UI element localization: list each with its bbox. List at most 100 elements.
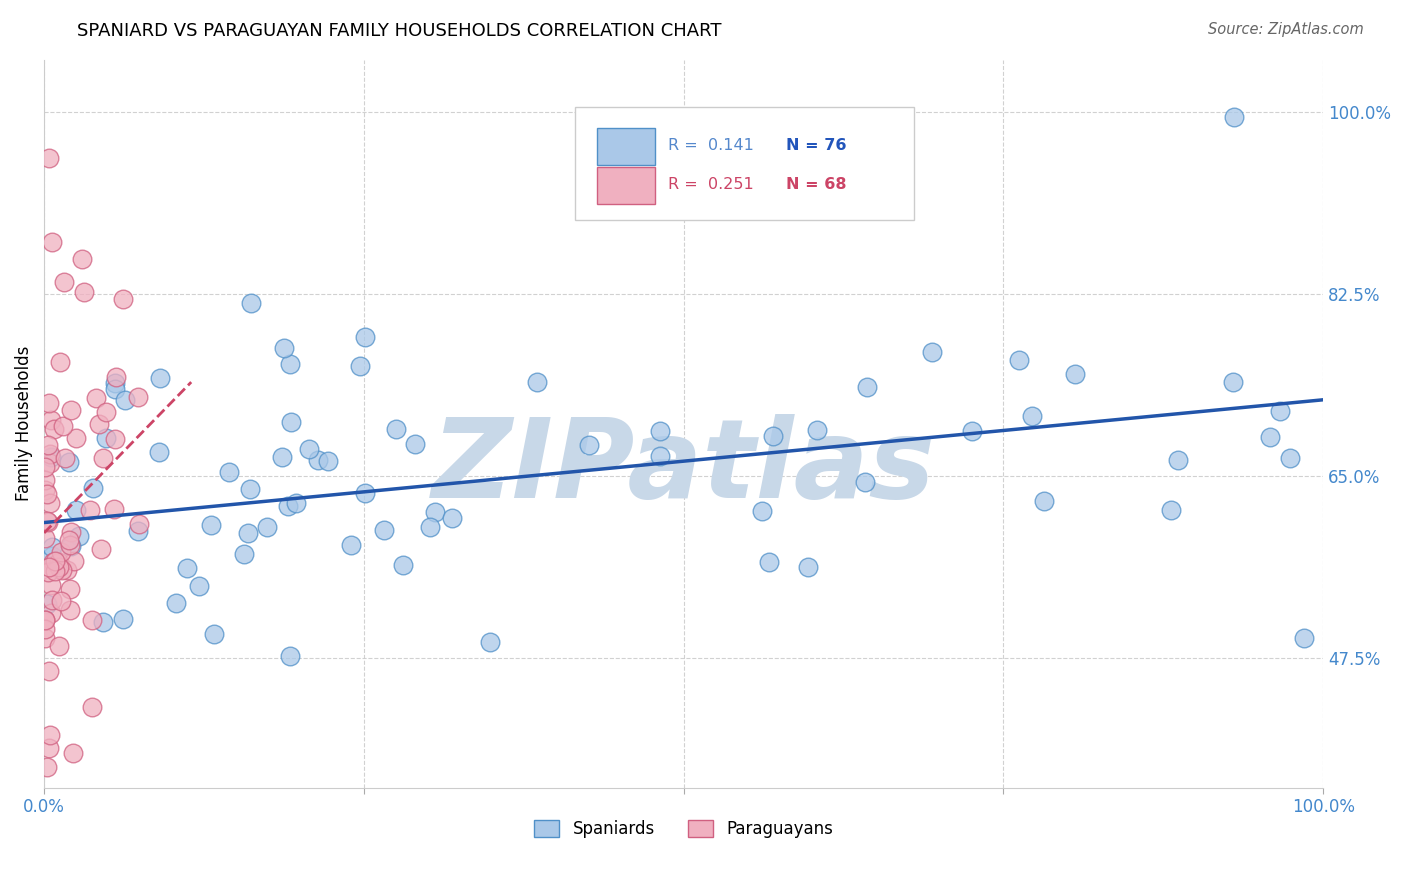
Point bbox=[128, 516, 150, 531]
Point bbox=[1167, 452, 1189, 467]
Point bbox=[35, 597, 58, 611]
Point bbox=[285, 496, 308, 510]
Point bbox=[423, 505, 446, 519]
Point bbox=[392, 558, 415, 572]
Point bbox=[238, 526, 260, 541]
Point bbox=[650, 425, 672, 439]
Point bbox=[127, 390, 149, 404]
Point bbox=[39, 450, 62, 464]
Point bbox=[37, 516, 59, 530]
Point bbox=[34, 613, 56, 627]
Point bbox=[373, 524, 395, 538]
Point bbox=[278, 649, 301, 664]
Point bbox=[63, 554, 86, 568]
Point bbox=[44, 422, 66, 436]
Point bbox=[298, 442, 321, 456]
Point bbox=[41, 540, 63, 554]
Point bbox=[59, 582, 82, 596]
Point bbox=[104, 433, 127, 447]
Point bbox=[127, 524, 149, 538]
Point bbox=[526, 375, 548, 389]
Point bbox=[52, 275, 75, 289]
Point bbox=[962, 425, 984, 439]
Point bbox=[114, 392, 136, 407]
Point bbox=[41, 549, 63, 563]
Point bbox=[176, 561, 198, 575]
Point bbox=[353, 486, 375, 500]
Point bbox=[37, 760, 59, 774]
Point bbox=[354, 330, 377, 344]
Point bbox=[48, 555, 70, 569]
Point bbox=[53, 451, 76, 466]
Point bbox=[39, 447, 62, 461]
Point bbox=[49, 594, 72, 608]
Point bbox=[62, 746, 84, 760]
Text: R =  0.141: R = 0.141 bbox=[668, 138, 754, 153]
Point bbox=[340, 538, 363, 552]
Point bbox=[38, 560, 60, 574]
Point bbox=[270, 450, 292, 464]
Point bbox=[239, 296, 262, 310]
Point bbox=[648, 449, 671, 463]
Point bbox=[42, 555, 65, 569]
Point bbox=[797, 560, 820, 574]
Point bbox=[37, 438, 59, 452]
Legend: Spaniards, Paraguayans: Spaniards, Paraguayans bbox=[527, 814, 839, 845]
Point bbox=[112, 612, 135, 626]
Point bbox=[232, 547, 254, 561]
Text: R =  0.251: R = 0.251 bbox=[668, 178, 754, 193]
Point bbox=[65, 431, 87, 445]
Text: ZIPatlas: ZIPatlas bbox=[432, 414, 935, 521]
Point bbox=[104, 376, 127, 391]
Text: N = 76: N = 76 bbox=[786, 138, 846, 153]
Point bbox=[1033, 494, 1056, 508]
Point bbox=[112, 293, 135, 307]
Point bbox=[1270, 403, 1292, 417]
Point bbox=[37, 514, 59, 528]
Point bbox=[56, 563, 79, 577]
Point bbox=[1021, 409, 1043, 424]
Point bbox=[307, 452, 329, 467]
Point bbox=[65, 503, 87, 517]
Y-axis label: Family Households: Family Households bbox=[15, 346, 32, 501]
Point bbox=[38, 456, 60, 470]
Point bbox=[49, 355, 72, 369]
Point bbox=[67, 529, 90, 543]
Point bbox=[1278, 450, 1301, 465]
Point bbox=[762, 429, 785, 443]
Point bbox=[37, 565, 59, 579]
Point bbox=[104, 370, 127, 384]
Point bbox=[90, 542, 112, 557]
Point bbox=[59, 525, 82, 540]
Point bbox=[59, 403, 82, 417]
Point bbox=[758, 555, 780, 569]
Point bbox=[96, 404, 118, 418]
Point bbox=[39, 578, 62, 592]
Point bbox=[34, 460, 56, 475]
Point bbox=[82, 482, 104, 496]
Point bbox=[273, 341, 295, 355]
Point bbox=[80, 699, 103, 714]
Point bbox=[89, 417, 111, 432]
Point bbox=[58, 455, 80, 469]
Point bbox=[280, 415, 302, 429]
Point bbox=[94, 431, 117, 445]
Point bbox=[1292, 631, 1315, 645]
Point bbox=[34, 531, 56, 545]
Point bbox=[91, 451, 114, 466]
Point bbox=[34, 613, 56, 627]
Point bbox=[48, 639, 70, 653]
FancyBboxPatch shape bbox=[575, 107, 914, 219]
FancyBboxPatch shape bbox=[596, 128, 655, 165]
Point bbox=[34, 631, 56, 645]
Point bbox=[1008, 352, 1031, 367]
Point bbox=[256, 519, 278, 533]
Point bbox=[1222, 110, 1244, 124]
Point bbox=[278, 357, 301, 371]
Point bbox=[39, 606, 62, 620]
Point bbox=[855, 475, 877, 489]
Point bbox=[218, 465, 240, 479]
Point bbox=[59, 538, 82, 552]
Point bbox=[419, 520, 441, 534]
Point bbox=[921, 345, 943, 359]
